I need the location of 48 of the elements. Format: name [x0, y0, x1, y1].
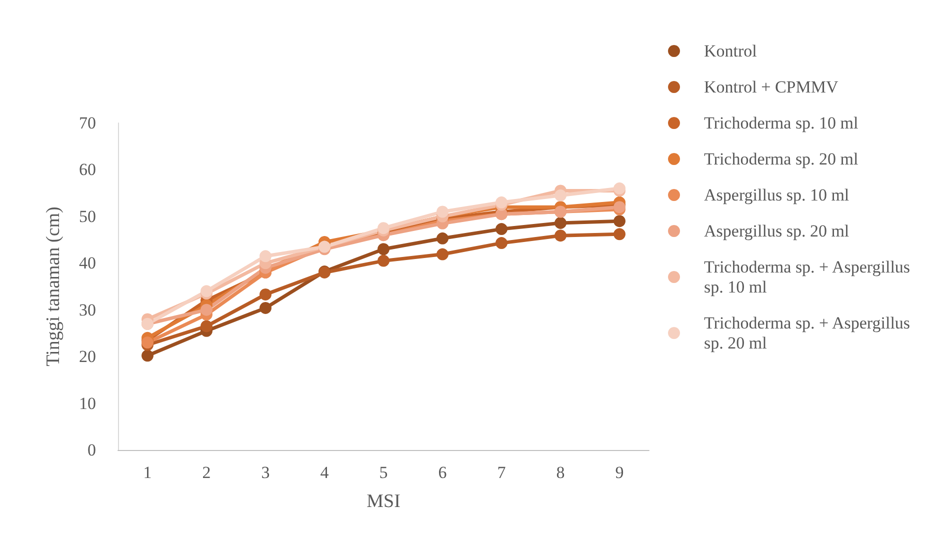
- y-tick-label: 10: [79, 394, 96, 413]
- point: [614, 228, 626, 240]
- y-tick-label: 20: [79, 347, 96, 366]
- legend-label: Aspergillus sp. 10 ml: [704, 186, 850, 204]
- x-tick-label: 4: [320, 463, 330, 482]
- y-tick-label: 60: [79, 160, 96, 180]
- point: [260, 250, 272, 262]
- legend-label: Aspergillus sp. 20 ml: [704, 222, 850, 240]
- point: [614, 215, 626, 228]
- point: [496, 223, 508, 236]
- legend-label: Kontrol: [704, 42, 758, 60]
- point: [554, 216, 566, 229]
- point: [200, 285, 212, 298]
- x-tick-label: 9: [615, 463, 624, 482]
- point: [142, 350, 154, 362]
- point: [260, 302, 272, 314]
- x-tick-label: 1: [143, 463, 152, 482]
- point: [554, 230, 566, 242]
- point: [496, 237, 508, 250]
- x-tick-label: 7: [497, 463, 506, 482]
- point: [436, 248, 448, 260]
- x-tick-label: 3: [261, 463, 270, 482]
- legend-label: Trichoderma sp. 20 ml: [704, 150, 859, 168]
- legend-label: Kontrol + CPMMV: [704, 78, 839, 96]
- y-tick-label: 30: [79, 300, 96, 320]
- point: [496, 196, 508, 208]
- point: [378, 243, 390, 256]
- point: [200, 304, 212, 316]
- x-tick-label: 8: [556, 463, 565, 482]
- point: [436, 206, 448, 218]
- y-tick-label: 40: [79, 254, 96, 273]
- x-tick-label: 2: [202, 463, 211, 482]
- point: [378, 254, 390, 267]
- y-tick-label: 70: [79, 114, 96, 132]
- y-tick-label: 50: [79, 206, 96, 226]
- point: [554, 189, 566, 202]
- point: [200, 320, 212, 332]
- x-tick-label: 6: [438, 463, 447, 482]
- point: [614, 182, 626, 194]
- legend-label: Trichoderma sp. + Aspergillus sp. 10 ml: [704, 258, 914, 296]
- y-axis-title: Tinggi tanaman (cm): [43, 206, 64, 366]
- x-tick-label: 5: [379, 463, 388, 482]
- point: [436, 232, 448, 244]
- x-axis-title: MSI: [366, 491, 400, 512]
- point: [260, 288, 272, 300]
- y-tick-label: 0: [88, 440, 96, 460]
- legend-label: Trichoderma sp. + Aspergillus sp. 20 ml: [704, 314, 914, 352]
- legend-label: Trichoderma sp. 10 ml: [704, 114, 859, 132]
